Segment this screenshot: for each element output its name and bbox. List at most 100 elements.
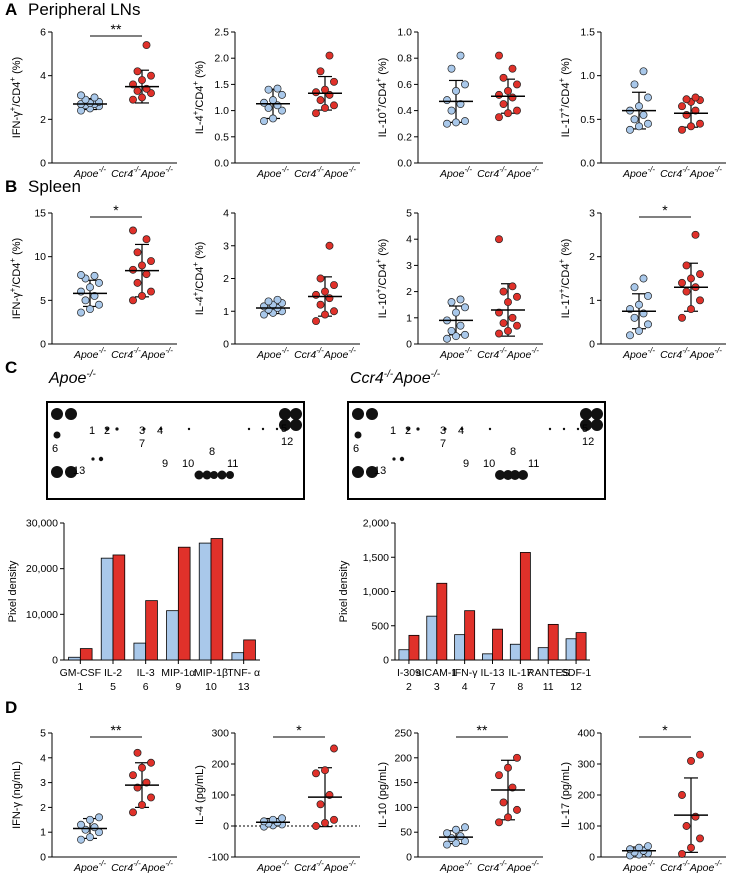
- data-point: [678, 125, 686, 134]
- data-point: [696, 296, 704, 305]
- y-tick-label: 10,000: [26, 609, 58, 621]
- data-point: [129, 265, 137, 274]
- data-point: [630, 115, 639, 124]
- blot-spot-label: 8: [209, 446, 215, 458]
- data-point: [696, 119, 704, 128]
- bar-apoe: [166, 610, 179, 661]
- data-point: [639, 274, 648, 283]
- blot-spot: [159, 427, 163, 431]
- y-tick-label: 4: [40, 752, 46, 764]
- scatter-chart-B3: 0 1 2 3 4 5 IL-10+/CD4+ (%) Apoe-/- Ccr4-/-Apoe-…: [374, 208, 543, 361]
- data-point: [687, 843, 695, 852]
- data-point: [456, 832, 465, 841]
- data-point: [513, 321, 521, 330]
- data-point: [635, 326, 643, 335]
- y-tick-label: 4: [223, 208, 229, 220]
- panel-d-letter: D: [5, 698, 17, 717]
- data-point: [461, 330, 469, 339]
- scatter-chart-B4: 0 1 2 3 IL-17+/CD4+ (%) Apoe-/- Ccr4-/-Apoe-/-…: [557, 202, 726, 361]
- significance-marker: **: [477, 722, 488, 738]
- bar-apoe: [68, 656, 81, 661]
- data-point: [260, 817, 268, 826]
- bar-ccr4: [112, 554, 126, 661]
- blot-spot: [279, 419, 291, 431]
- category-label: MIP-1α: [161, 667, 195, 679]
- data-point: [644, 842, 652, 851]
- scatter-chart-B1: 0 5 10 15 IFN-γ+/CD4+ (%) Apoe-/- Ccr4-/-Apoe-…: [8, 202, 177, 361]
- group-label: Apoe-/-: [439, 165, 472, 180]
- data-point: [626, 331, 634, 340]
- bar-ccr4: [177, 546, 191, 661]
- data-point: [456, 295, 465, 304]
- data-point: [452, 308, 460, 317]
- blot-spot: [352, 466, 364, 478]
- data-point: [626, 125, 634, 134]
- category-label: RANTES: [527, 667, 570, 679]
- blot-spot: [591, 419, 603, 431]
- data-point: [312, 769, 320, 778]
- bar-apoe: [426, 615, 438, 661]
- scatter-chart-D1: 0 1 2 3 4 5 IFN-γ (ng/mL) Apoe-/- Ccr4-/-Apoe-/-…: [11, 722, 177, 874]
- blot-spot-label: 8: [510, 446, 516, 458]
- y-axis-label: IFN-γ (ng/mL): [11, 761, 23, 829]
- data-point: [330, 744, 338, 753]
- data-point: [443, 829, 451, 838]
- bar-ccr4: [436, 582, 448, 661]
- data-point: [682, 287, 691, 296]
- y-tick-label: 2: [223, 273, 229, 285]
- data-point: [504, 109, 512, 118]
- category-label: GM-CSF: [60, 667, 101, 679]
- data-point: [138, 261, 146, 270]
- bar-ccr4: [145, 600, 158, 661]
- blot-spot: [210, 471, 218, 479]
- scatter-chart-A4: 0.0 0.5 1.0 1.5 IL-17+/CD4+ (%) Apoe-/- Ccr4-/…: [557, 27, 726, 180]
- blot-spot-label: 11: [227, 458, 238, 470]
- y-axis-label: IL-17 (pg/mL): [560, 762, 572, 828]
- y-tick-label: 1: [40, 827, 46, 839]
- y-tick-label: 30,000: [26, 518, 58, 530]
- blot-spot-label: 5: [281, 423, 287, 435]
- bar-chart-C2: 0 500 1,000 1,500 2,000 Pixel density I-309 2 sI…: [338, 518, 591, 694]
- category-label: sICAM-1: [416, 667, 457, 679]
- data-point: [499, 287, 508, 296]
- bar-apoe: [231, 652, 245, 661]
- blot-spot: [105, 427, 109, 431]
- category-label: IL-3: [137, 667, 155, 679]
- data-point: [142, 41, 151, 50]
- data-point: [321, 766, 329, 775]
- data-point: [325, 294, 334, 303]
- data-point: [129, 771, 137, 780]
- data-point: [456, 51, 465, 60]
- data-point: [499, 319, 508, 327]
- y-tick-label: 500: [371, 620, 389, 632]
- blot-spot: [354, 431, 362, 439]
- y-tick-label: 2: [40, 802, 46, 814]
- y-tick-label: 20,000: [26, 563, 58, 575]
- data-point: [312, 109, 320, 118]
- data-point: [644, 292, 652, 300]
- category-id: 4: [462, 681, 468, 693]
- y-tick-label: 4: [40, 70, 46, 82]
- group-label: Apoe-/-: [439, 346, 472, 361]
- data-point: [138, 93, 146, 102]
- blot-right-frame: [347, 401, 606, 500]
- data-point: [644, 119, 652, 128]
- blot-spot-label: 10: [483, 458, 495, 470]
- data-point: [452, 332, 460, 341]
- data-point: [321, 287, 329, 296]
- data-point: [264, 85, 273, 94]
- data-point: [495, 771, 503, 780]
- data-point: [499, 100, 508, 109]
- group-label: Ccr4-/-Apoe-/-: [294, 346, 356, 361]
- bar-apoe: [509, 643, 521, 661]
- y-tick-label: 1,500: [363, 552, 389, 564]
- data-point: [133, 278, 142, 287]
- data-point: [678, 102, 686, 111]
- data-point: [456, 321, 465, 330]
- group-label: Ccr4-/-Apoe-/-: [660, 165, 722, 180]
- data-point: [90, 823, 99, 832]
- group-label: Apoe-/-: [622, 165, 655, 180]
- significance-marker: *: [662, 722, 668, 738]
- data-point: [461, 117, 469, 126]
- data-point: [513, 292, 521, 301]
